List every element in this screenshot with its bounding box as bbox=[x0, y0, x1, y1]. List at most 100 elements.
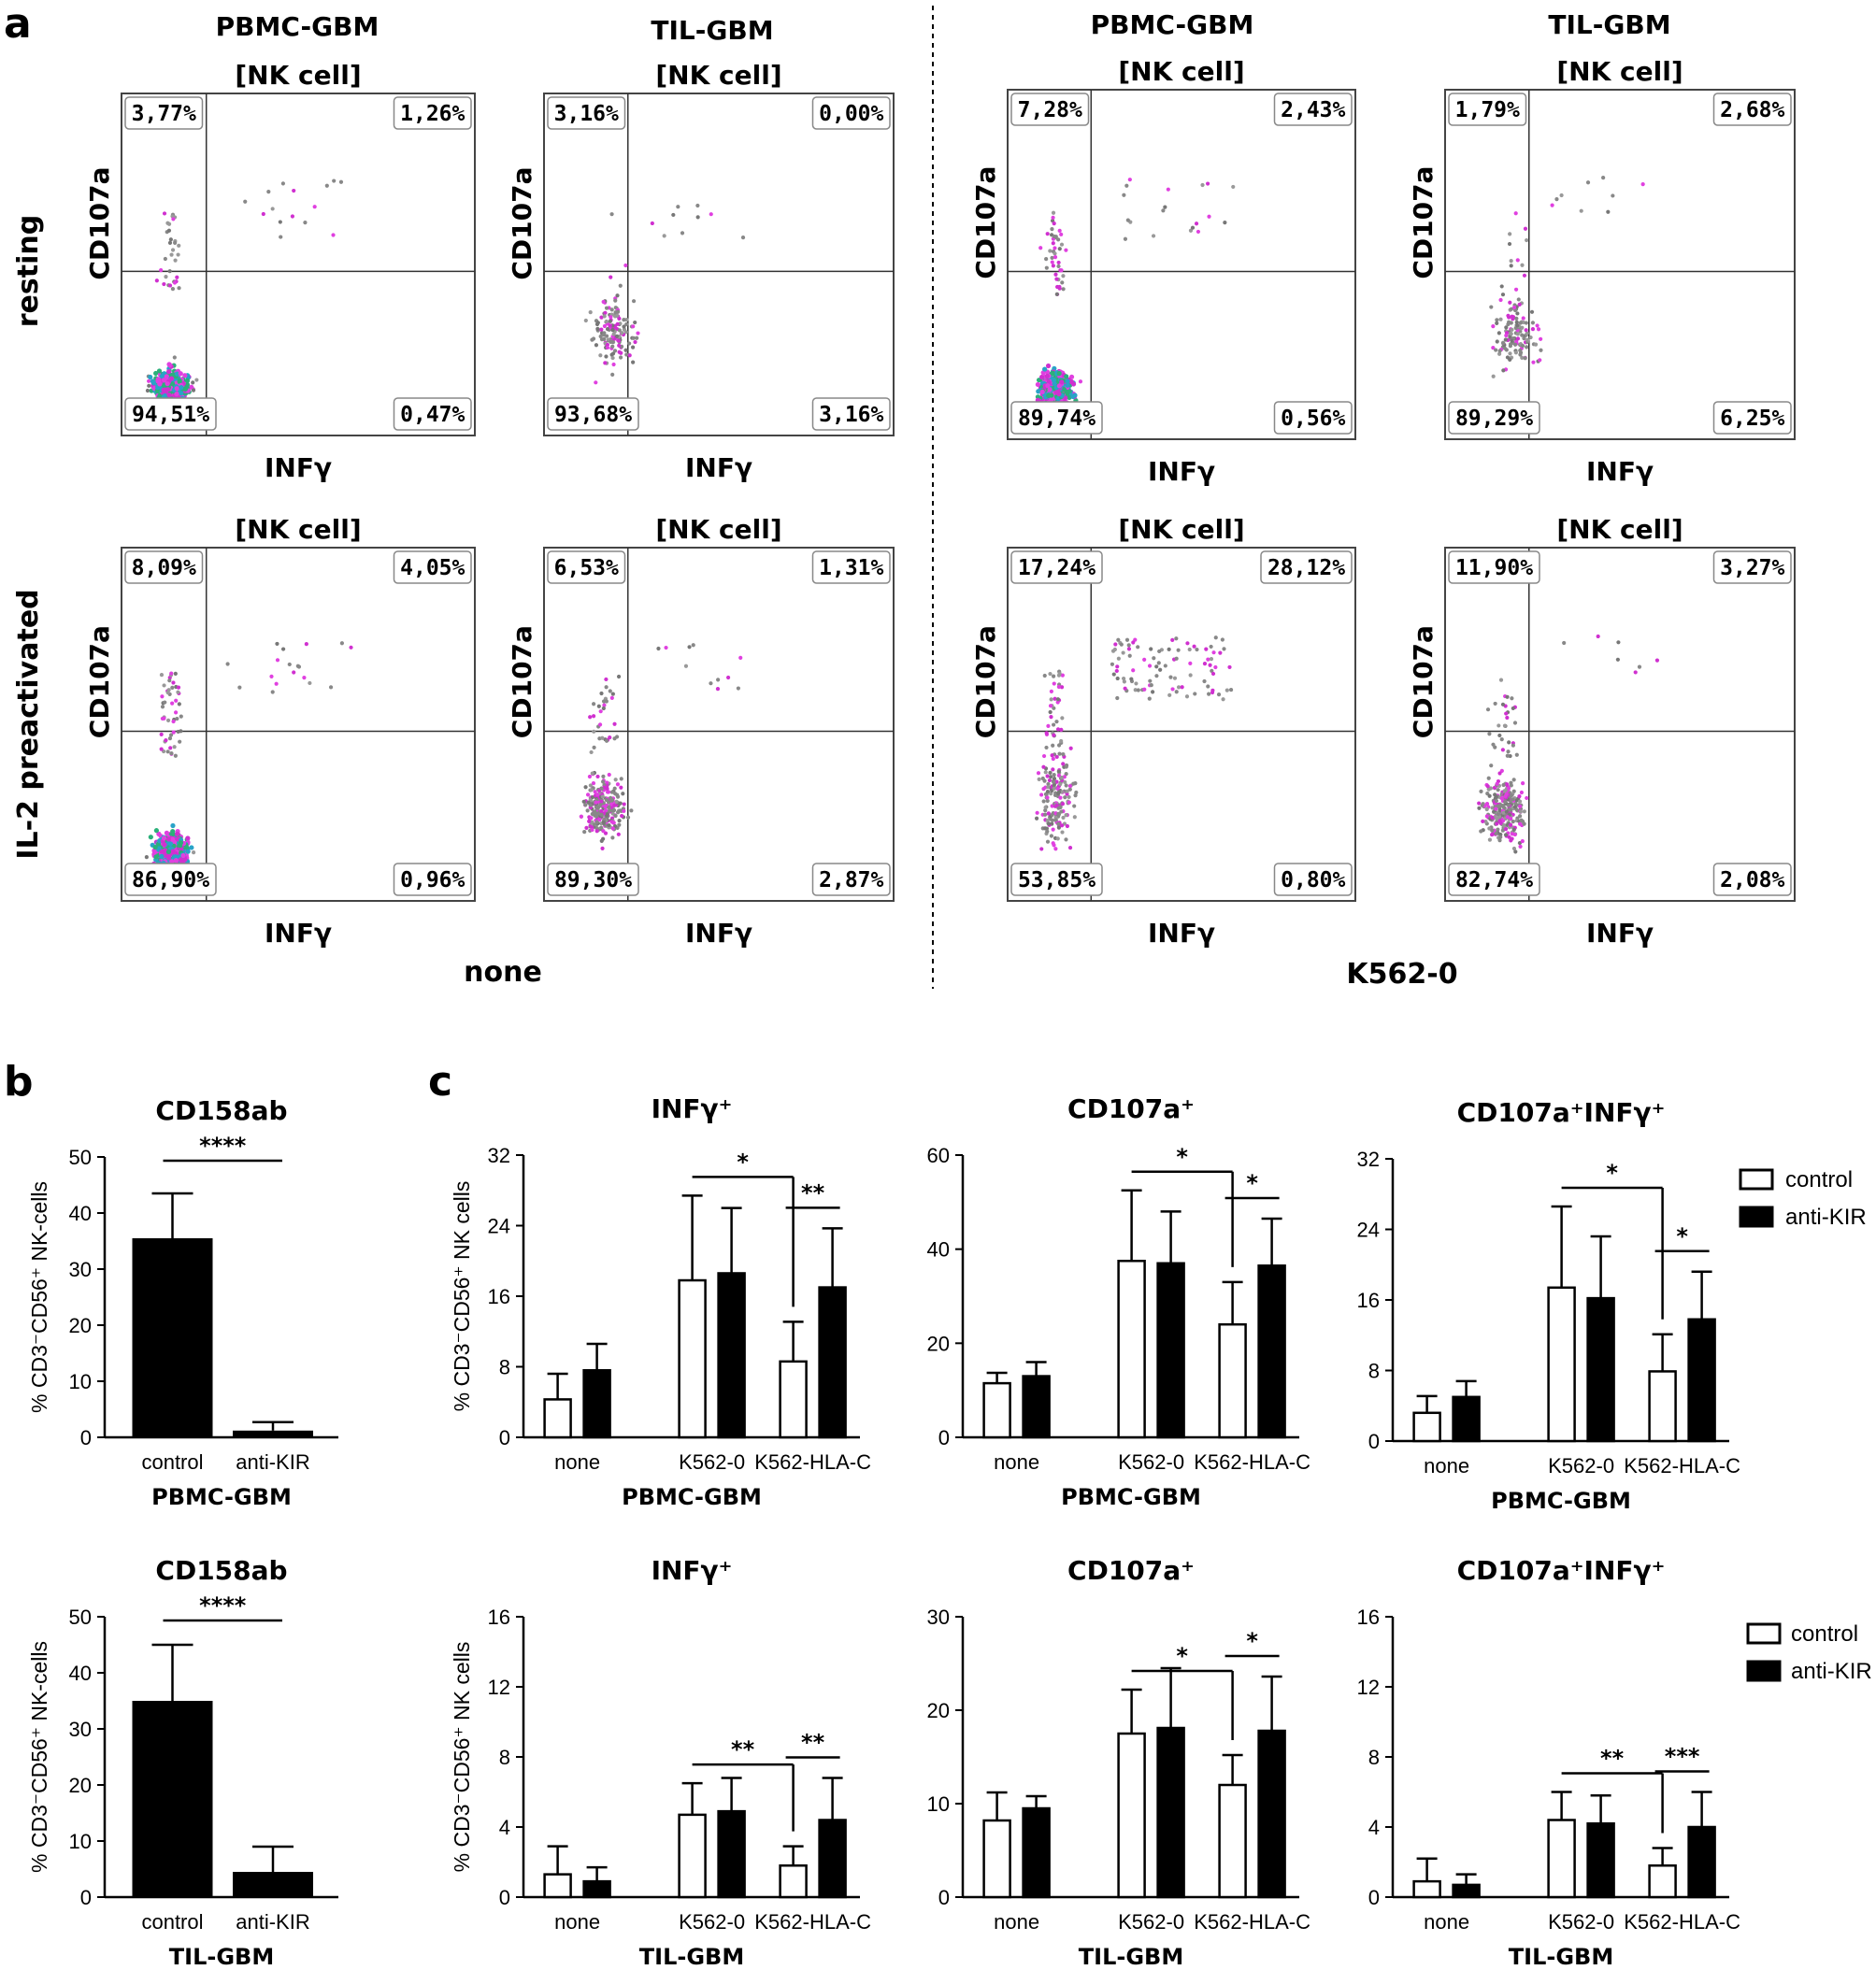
event-dot bbox=[1039, 375, 1044, 379]
event-dot bbox=[173, 355, 177, 359]
event-dot bbox=[179, 840, 183, 845]
x-tick-label: K562-HLA-C bbox=[754, 1910, 871, 1934]
event-dot bbox=[1518, 822, 1522, 826]
event-dot bbox=[620, 777, 623, 780]
quadrant-label: 89,74% bbox=[1018, 407, 1096, 431]
event-dot bbox=[1137, 688, 1140, 692]
chart-title: CD107a⁺ bbox=[1067, 1093, 1195, 1124]
event-dot bbox=[160, 747, 164, 750]
event-dot bbox=[1051, 813, 1054, 817]
event-dot bbox=[157, 368, 162, 373]
event-dot bbox=[622, 809, 625, 813]
event-dot bbox=[1213, 665, 1217, 669]
event-dot bbox=[605, 798, 609, 802]
event-dot bbox=[1580, 209, 1583, 213]
event-dot bbox=[1046, 393, 1051, 398]
event-dot bbox=[610, 373, 614, 377]
event-dot bbox=[1045, 731, 1049, 735]
event-dot bbox=[313, 205, 317, 208]
event-dot bbox=[1061, 762, 1065, 765]
event-dot bbox=[1192, 645, 1196, 649]
event-dot bbox=[329, 685, 333, 689]
event-dot bbox=[279, 235, 282, 238]
event-dot bbox=[1513, 805, 1517, 808]
y-tick-label: 0 bbox=[1368, 1886, 1380, 1909]
event-dot bbox=[1525, 321, 1528, 324]
row-label-resting: resting bbox=[12, 215, 45, 327]
event-dot bbox=[1177, 685, 1181, 689]
event-dot bbox=[1148, 697, 1152, 701]
event-dot bbox=[168, 736, 172, 740]
event-dot bbox=[1202, 679, 1206, 683]
event-dot bbox=[1056, 822, 1060, 826]
significance-label: * bbox=[1176, 1643, 1188, 1669]
event-dot bbox=[1508, 232, 1511, 236]
event-dot bbox=[1497, 812, 1500, 816]
event-dot bbox=[1055, 293, 1059, 296]
event-dot bbox=[281, 181, 285, 185]
event-dot bbox=[620, 814, 623, 818]
event-dot bbox=[616, 782, 620, 786]
event-dot bbox=[603, 314, 607, 318]
event-dot bbox=[583, 803, 587, 807]
event-dot bbox=[1195, 221, 1198, 225]
bar bbox=[984, 1820, 1010, 1897]
panel-label-b: b bbox=[4, 1058, 34, 1106]
event-dot bbox=[1512, 778, 1516, 781]
event-dot bbox=[1497, 349, 1501, 352]
event-dot bbox=[599, 809, 603, 813]
y-tick-label: 0 bbox=[499, 1886, 510, 1909]
event-dot bbox=[580, 815, 583, 819]
legend-label-anti-kir: anti-KIR bbox=[1785, 1205, 1867, 1230]
event-dot bbox=[1486, 707, 1490, 711]
event-dot bbox=[182, 373, 187, 378]
event-dot bbox=[1042, 366, 1047, 371]
x-axis-label: INFγ bbox=[1586, 456, 1654, 487]
y-tick-label: 0 bbox=[1368, 1430, 1380, 1453]
event-dot bbox=[174, 754, 178, 758]
event-dot bbox=[166, 855, 171, 860]
legend-pbmc: control anti-KIR bbox=[1740, 1167, 1867, 1230]
event-dot bbox=[148, 375, 152, 379]
x-tick-label: K562-0 bbox=[1548, 1910, 1614, 1934]
event-dot bbox=[1488, 838, 1492, 842]
y-tick-label: 20 bbox=[927, 1699, 950, 1722]
x-tick-label: K562-0 bbox=[1118, 1450, 1184, 1474]
event-dot bbox=[1206, 684, 1210, 688]
event-dot bbox=[1562, 641, 1566, 645]
event-dot bbox=[613, 792, 617, 795]
event-dot bbox=[587, 801, 591, 805]
y-tick-label: 40 bbox=[69, 1202, 92, 1225]
event-dot bbox=[595, 829, 599, 833]
event-dot bbox=[179, 857, 183, 862]
significance-label: ** bbox=[801, 1730, 825, 1756]
y-tick-label: 8 bbox=[1368, 1360, 1380, 1383]
event-dot bbox=[175, 832, 179, 836]
bar bbox=[1119, 1734, 1145, 1897]
event-dot bbox=[602, 821, 606, 824]
bar bbox=[1414, 1413, 1440, 1441]
event-dot bbox=[166, 849, 171, 854]
event-dot bbox=[1046, 232, 1050, 236]
event-dot bbox=[1511, 797, 1514, 801]
event-dot bbox=[1058, 229, 1062, 233]
event-dot bbox=[1597, 635, 1600, 638]
bar bbox=[133, 1238, 213, 1437]
event-dot bbox=[1041, 777, 1045, 780]
event-dot bbox=[692, 643, 695, 647]
event-dot bbox=[1524, 356, 1527, 360]
event-dot bbox=[1496, 782, 1499, 786]
event-dot bbox=[608, 773, 611, 777]
event-dot bbox=[1506, 749, 1510, 753]
legend-swatch-control bbox=[1740, 1170, 1772, 1189]
event-dot bbox=[155, 278, 159, 282]
event-dot bbox=[595, 775, 599, 778]
event-dot bbox=[1210, 645, 1213, 649]
event-dot bbox=[1492, 375, 1496, 378]
event-dot bbox=[1512, 306, 1516, 309]
x-tick-label: K562-0 bbox=[1548, 1454, 1614, 1478]
event-dot bbox=[1045, 266, 1049, 270]
event-dot bbox=[173, 745, 177, 749]
event-dot bbox=[1059, 233, 1063, 236]
event-dot bbox=[1057, 743, 1061, 747]
